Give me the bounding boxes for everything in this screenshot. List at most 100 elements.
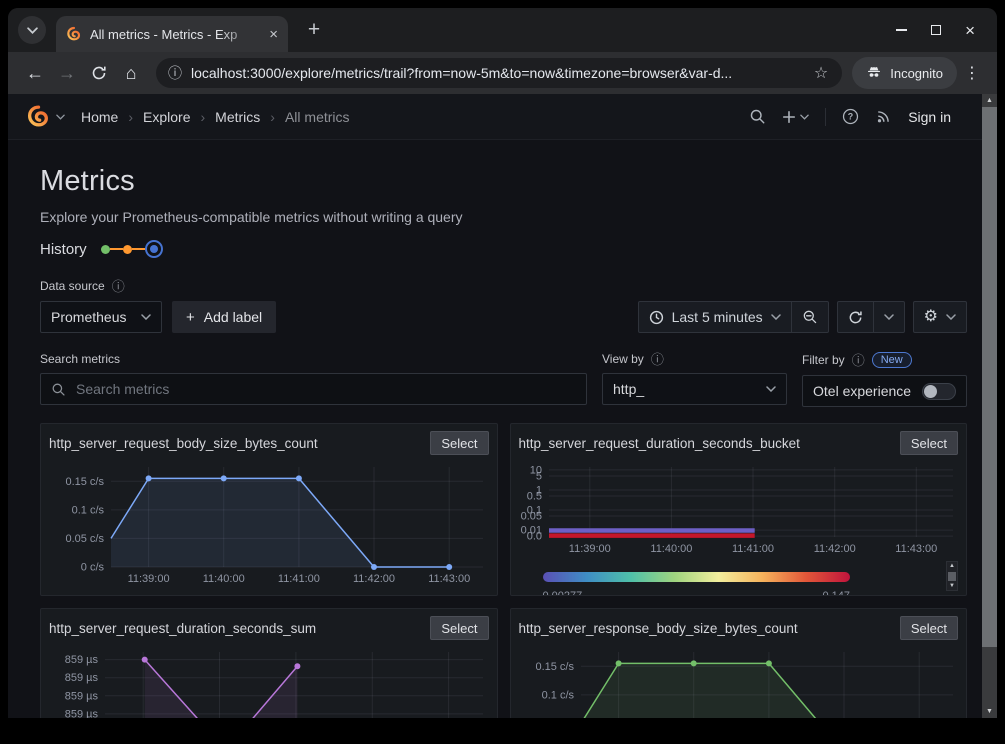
window-controls: × bbox=[896, 22, 983, 39]
refresh-button[interactable] bbox=[837, 301, 874, 333]
maximize-button[interactable] bbox=[931, 25, 941, 35]
svg-text:11:42:00: 11:42:00 bbox=[813, 543, 855, 555]
datasource-picker[interactable]: Prometheus bbox=[40, 301, 162, 333]
view-by-value: http_ bbox=[613, 381, 758, 397]
info-icon[interactable]: ⓘ bbox=[651, 353, 664, 366]
history-step-current[interactable] bbox=[145, 240, 163, 258]
svg-text:0.0: 0.0 bbox=[526, 531, 541, 543]
add-label-text: Add label bbox=[204, 309, 262, 325]
panel-title: http_server_request_duration_seconds_sum bbox=[49, 621, 316, 636]
time-range-picker[interactable]: Last 5 minutes bbox=[638, 301, 792, 333]
page-scrollbar[interactable]: ▲ ▼ bbox=[982, 94, 997, 718]
forward-button[interactable]: → bbox=[52, 58, 82, 88]
panel-scrollbar[interactable]: ▲ ▼ bbox=[946, 561, 958, 591]
chevron-down-icon bbox=[771, 314, 781, 320]
refresh-interval-dropdown[interactable] bbox=[874, 301, 905, 333]
info-icon[interactable]: ⓘ bbox=[112, 280, 125, 293]
grafana-favicon bbox=[66, 26, 82, 42]
colorbar-labels: 0.00277 0.147 bbox=[543, 590, 851, 596]
tab-close-icon[interactable]: × bbox=[269, 27, 278, 42]
panel-colorbar bbox=[543, 572, 851, 582]
news-rss-icon[interactable] bbox=[875, 108, 892, 125]
new-tab-button[interactable]: + bbox=[300, 16, 328, 44]
search-metrics-inputbox[interactable] bbox=[40, 373, 587, 405]
url-bar[interactable]: ⓘ localhost:3000/explore/metrics/trail?f… bbox=[156, 58, 842, 88]
chevron-down-icon bbox=[884, 314, 894, 320]
sign-in-button[interactable]: Sign in bbox=[908, 109, 951, 125]
refresh-icon bbox=[848, 310, 863, 325]
svg-text:5: 5 bbox=[535, 471, 541, 483]
datasource-label: Data source bbox=[40, 279, 105, 293]
panel-scroll-up-arrow[interactable]: ▲ bbox=[949, 563, 955, 569]
select-button[interactable]: Select bbox=[900, 616, 958, 640]
home-button[interactable]: ⌂ bbox=[116, 58, 146, 88]
breadcrumb-separator: › bbox=[128, 109, 133, 125]
metric-panel: http_server_request_body_size_bytes_coun… bbox=[40, 423, 498, 596]
panel-title: http_server_request_body_size_bytes_coun… bbox=[49, 436, 318, 451]
page-title: Metrics bbox=[40, 165, 967, 198]
minimize-button[interactable] bbox=[896, 29, 907, 31]
history-step-1[interactable] bbox=[101, 245, 110, 254]
scroll-down-arrow[interactable]: ▼ bbox=[982, 705, 997, 718]
grafana-topnav: Home › Explore › Metrics › All metrics ?… bbox=[8, 94, 997, 140]
grafana-app: Home › Explore › Metrics › All metrics ?… bbox=[8, 94, 997, 718]
time-range-value: Last 5 minutes bbox=[672, 309, 763, 325]
zoom-out-button[interactable] bbox=[792, 301, 829, 333]
chevron-down-icon bbox=[27, 27, 38, 34]
back-button[interactable]: ← bbox=[20, 58, 50, 88]
chevron-down-icon bbox=[141, 314, 151, 320]
history-steps bbox=[101, 240, 163, 258]
breadcrumb-separator: › bbox=[201, 109, 206, 125]
select-button[interactable]: Select bbox=[430, 616, 488, 640]
breadcrumb-separator: › bbox=[270, 109, 275, 125]
zoom-out-icon bbox=[802, 309, 818, 325]
browser-window: All metrics - Metrics - Exp × + × ← → ⌂ … bbox=[8, 8, 997, 718]
org-switcher-chevron-icon[interactable] bbox=[56, 114, 65, 120]
search-metrics-input[interactable] bbox=[74, 380, 576, 398]
scroll-up-arrow[interactable]: ▲ bbox=[982, 94, 997, 107]
scrollbar-thumb[interactable] bbox=[982, 107, 997, 647]
metric-panel: http_server_response_body_size_bytes_cou… bbox=[510, 608, 968, 718]
svg-text:11:40:00: 11:40:00 bbox=[203, 573, 245, 585]
incognito-badge: Incognito bbox=[852, 57, 957, 89]
new-menu-button[interactable] bbox=[782, 110, 809, 124]
grafana-logo[interactable] bbox=[26, 104, 51, 129]
browser-menu-button[interactable]: ⋮ bbox=[959, 63, 985, 83]
close-window-button[interactable]: × bbox=[965, 22, 975, 39]
breadcrumb-explore[interactable]: Explore bbox=[143, 109, 190, 125]
url-text[interactable]: localhost:3000/explore/metrics/trail?fro… bbox=[191, 65, 797, 81]
browser-toolbar: ← → ⌂ ⓘ localhost:3000/explore/metrics/t… bbox=[8, 52, 997, 94]
select-button[interactable]: Select bbox=[430, 431, 488, 455]
gear-icon: ⚙ bbox=[924, 309, 938, 325]
timeseries-chart: 0.05 c/s0.1 c/s0.15 c/s11:39:0011:40:001… bbox=[519, 644, 959, 718]
plus-icon bbox=[782, 110, 796, 124]
history-label: History bbox=[40, 241, 87, 258]
info-icon[interactable]: ⓘ bbox=[852, 354, 865, 367]
filter-by-label: Filter by bbox=[802, 353, 845, 367]
help-icon[interactable]: ? bbox=[842, 108, 859, 125]
tab-search-button[interactable] bbox=[18, 16, 46, 44]
reload-button[interactable] bbox=[84, 58, 114, 88]
svg-text:0.1 c/s: 0.1 c/s bbox=[541, 689, 574, 701]
incognito-icon bbox=[866, 65, 882, 81]
view-by-select[interactable]: http_ bbox=[602, 373, 787, 405]
add-label-button[interactable]: + Add label bbox=[172, 301, 276, 333]
plus-icon: + bbox=[186, 309, 195, 326]
search-metrics-label: Search metrics bbox=[40, 352, 120, 366]
colorbar-min: 0.00277 bbox=[543, 590, 583, 596]
history-step-2[interactable] bbox=[123, 245, 132, 254]
panel-scroll-thumb[interactable] bbox=[948, 572, 956, 581]
otel-experience-toggle[interactable] bbox=[922, 383, 956, 400]
bookmark-star-icon[interactable]: ☆ bbox=[806, 63, 836, 83]
svg-text:11:39:00: 11:39:00 bbox=[128, 573, 170, 585]
incognito-label: Incognito bbox=[890, 66, 943, 81]
site-info-icon[interactable]: ⓘ bbox=[168, 63, 182, 83]
breadcrumb-home[interactable]: Home bbox=[81, 109, 118, 125]
settings-button[interactable]: ⚙ bbox=[913, 301, 967, 333]
select-button[interactable]: Select bbox=[900, 431, 958, 455]
browser-tab[interactable]: All metrics - Metrics - Exp × bbox=[56, 16, 288, 52]
breadcrumb-metrics[interactable]: Metrics bbox=[215, 109, 260, 125]
page-subtitle: Explore your Prometheus-compatible metri… bbox=[40, 209, 967, 225]
search-icon[interactable] bbox=[749, 108, 766, 125]
panel-scroll-down-arrow[interactable]: ▼ bbox=[949, 583, 955, 589]
